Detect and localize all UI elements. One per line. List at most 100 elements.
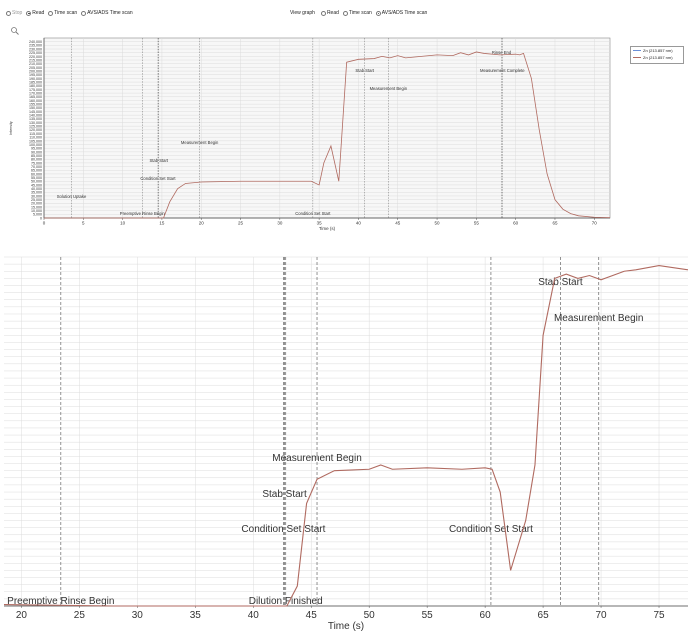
x-tick-label: 70 — [592, 221, 598, 226]
x-tick-label: 60 — [480, 610, 492, 621]
y-tick-label: 100,000 — [29, 143, 42, 147]
mode-radio-3[interactable]: AVS/ADS Time scan — [81, 10, 133, 16]
y-tick-label: 170,000 — [29, 92, 42, 96]
y-tick-label: 155,000 — [29, 103, 42, 107]
event-marker-label: Stab Start — [149, 158, 168, 163]
mode-radio-1[interactable]: Read — [26, 10, 44, 16]
y-tick-label: 40,000 — [31, 187, 42, 191]
y-tick-label: 45,000 — [31, 183, 42, 187]
view-radio-2[interactable]: AVS/ADS Time scan — [375, 10, 428, 16]
event-marker-label: Measurement Complete — [480, 68, 525, 73]
y-tick-label: 140,000 — [29, 114, 42, 118]
y-tick-label: 5,000 — [33, 213, 42, 217]
y-tick-label: 130,000 — [29, 121, 42, 125]
y-tick-label: 0 — [40, 216, 42, 220]
event-marker-label: Measurement Begin — [370, 86, 408, 91]
y-tick-label: 110,000 — [29, 136, 42, 140]
x-tick-label: 25 — [74, 610, 86, 621]
magnifier-icon[interactable] — [10, 26, 20, 36]
y-tick-label: 180,000 — [29, 84, 42, 88]
x-tick-label: 45 — [395, 221, 401, 226]
event-marker-label: Measurement Begin — [181, 140, 219, 145]
x-tick-label: 40 — [356, 221, 362, 226]
x-tick-label: 55 — [474, 221, 480, 226]
x-tick-label: 65 — [552, 221, 558, 226]
y-tick-label: 10,000 — [31, 209, 42, 213]
y-tick-label: 200,000 — [29, 69, 42, 73]
y-tick-label: 165,000 — [29, 95, 42, 99]
event-marker-label: Condition Set Start — [449, 524, 533, 535]
mode-radio-label: AVS/ADS Time scan — [87, 10, 133, 16]
view-radio-label: Time scan — [348, 10, 372, 16]
x-tick-label: 10 — [120, 221, 126, 226]
y-tick-label: 135,000 — [29, 117, 42, 121]
y-tick-label: 25,000 — [31, 198, 42, 202]
x-tick-label: 0 — [43, 221, 46, 226]
y-tick-label: 115,000 — [29, 132, 42, 136]
radio-dot-icon — [81, 10, 87, 16]
y-tick-label: 80,000 — [31, 158, 42, 162]
y-tick-label: 15,000 — [31, 205, 42, 209]
mode-radio-group: Stop Read Time scan AVS/ADS Time scan — [6, 10, 133, 16]
legend-label: Zn (213.857 nm) — [643, 55, 673, 60]
x-tick-label: 25 — [238, 221, 244, 226]
mode-radio-2[interactable]: Time scan — [48, 10, 77, 16]
y-tick-label: 60,000 — [31, 172, 42, 176]
view-radio-label: Read — [326, 10, 339, 16]
mode-radio-0[interactable]: Stop — [6, 10, 22, 16]
plot-area — [43, 37, 611, 219]
y-tick-label: 125,000 — [29, 125, 42, 129]
event-marker-label: Condition Set Start — [140, 176, 176, 181]
x-tick-label: 60 — [513, 221, 519, 226]
y-tick-label: 240,000 — [29, 40, 42, 44]
x-tick-label: 45 — [306, 610, 318, 621]
view-graph-options: Read Time scan AVS/ADS Time scan — [320, 10, 428, 16]
series-line — [44, 51, 611, 219]
radio-dot-icon — [26, 10, 32, 16]
legend-entry: Zn (213.857 nm) — [631, 54, 683, 61]
legend-swatch — [633, 50, 641, 51]
view-radio-label: AVS/ADS Time scan — [381, 10, 428, 16]
event-marker-label: Preemptive Rinse Begin — [7, 596, 114, 607]
x-tick-label: 75 — [653, 610, 665, 621]
x-tick-label: 5 — [82, 221, 85, 226]
zoomed-chart[interactable]: 20 25 30 35 40 45 50 55 60 65 70 75 Preemptive Rinse… — [0, 251, 688, 631]
view-graph-group: View graph Read Time scan AVS/ADS Time sca… — [290, 10, 427, 16]
x-tick-label: 70 — [595, 610, 607, 621]
y-tick-label: 230,000 — [29, 47, 42, 51]
y-tick-label: 90,000 — [31, 150, 42, 154]
view-radio-1[interactable]: Time scan — [342, 10, 372, 16]
toolbar: Stop Read Time scan AVS/ADS Time scan View … — [4, 10, 684, 24]
x-tick-label: 30 — [132, 610, 144, 621]
y-tick-label: 50,000 — [31, 180, 42, 184]
legend: Zn (213.857 nm) Zn (213.857 nm) — [630, 46, 684, 64]
y-tick-label: 105,000 — [29, 139, 42, 143]
x-axis-label: Time (s) — [319, 226, 336, 231]
x-tick-label: 50 — [435, 221, 441, 226]
y-tick-label: 195,000 — [29, 73, 42, 77]
x-tick-label: 35 — [317, 221, 323, 226]
y-axis-label: Intensity — [9, 121, 13, 135]
y-tick-label: 150,000 — [29, 106, 42, 110]
y-tick-label: 65,000 — [31, 169, 42, 173]
series-line — [3, 264, 688, 607]
y-tick-label: 225,000 — [29, 51, 42, 55]
x-tick-label: 65 — [538, 610, 550, 621]
y-tick-label: 215,000 — [29, 58, 42, 62]
y-tick-label: 75,000 — [31, 161, 42, 165]
radio-dot-icon — [6, 10, 11, 16]
event-marker-label: Measurement Begin — [272, 453, 362, 464]
x-tick-label: 30 — [277, 221, 283, 226]
view-radio-0[interactable]: Read — [320, 10, 339, 16]
event-marker-label: Measurement Begin — [554, 313, 644, 324]
y-tick-label: 175,000 — [29, 88, 42, 92]
radio-dot-icon — [320, 10, 326, 16]
event-marker-label: Preemptive Rinse Begin — [120, 211, 166, 216]
y-tick-label: 235,000 — [29, 44, 42, 48]
event-marker-label: Condition Set Start — [295, 211, 331, 216]
overview-chart[interactable]: 05,00010,00015,00020,00025,00030,00035,0… — [0, 0, 688, 240]
view-graph-label: View graph — [290, 10, 315, 16]
y-tick-label: 185,000 — [29, 80, 42, 84]
radio-dot-icon — [48, 10, 54, 16]
legend-label: Zn (213.857 nm) — [643, 48, 673, 53]
